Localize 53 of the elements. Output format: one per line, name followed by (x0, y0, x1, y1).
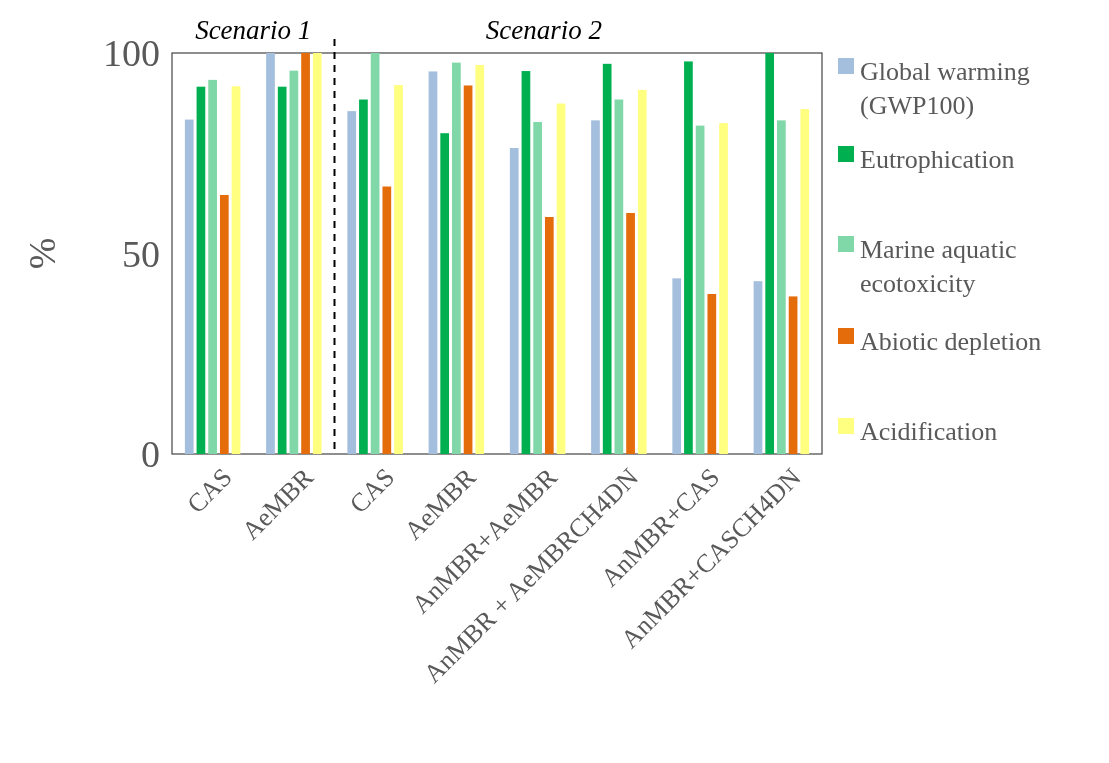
y-tick-label: 100 (103, 32, 160, 75)
bar (347, 111, 357, 454)
bar (614, 99, 624, 454)
legend-label: Global warming (GWP100) (860, 56, 1030, 120)
bar (277, 86, 287, 454)
bar (208, 79, 217, 454)
bar (219, 194, 229, 454)
legend-label: Abiotic depletion (860, 326, 1042, 356)
bar (544, 217, 554, 454)
bar (556, 103, 566, 454)
text: Scenario 1 (195, 15, 312, 45)
bar (231, 86, 241, 454)
bar (684, 61, 693, 454)
y-axis-title: % (21, 237, 64, 270)
bar (440, 133, 450, 454)
legend-label: Acidification (860, 416, 998, 446)
x-tick-label: CAS (181, 462, 238, 519)
bar (196, 86, 206, 454)
legend-label: Marine aquatic ecotoxicity (860, 234, 1017, 298)
x-tick-label: CAS (343, 462, 401, 519)
bar (533, 121, 542, 454)
y-tick-label: 0 (141, 433, 160, 476)
legend-label: Eutrophication (860, 144, 1015, 174)
bar (428, 71, 438, 454)
bar (719, 123, 728, 454)
bar (184, 119, 194, 454)
bar (626, 213, 635, 454)
bar (591, 120, 600, 454)
text: Scenario 2 (485, 15, 603, 45)
bar (359, 99, 368, 454)
bar (637, 89, 647, 454)
bar (289, 70, 299, 454)
bar (602, 63, 612, 454)
bar (521, 71, 531, 454)
bar (266, 53, 275, 454)
bar (370, 53, 380, 454)
bar (765, 53, 775, 454)
bar (753, 281, 763, 454)
bar (707, 294, 717, 454)
y-tick-label: 50 (122, 232, 160, 275)
bar (382, 186, 392, 454)
bar (788, 296, 798, 454)
bar (463, 85, 473, 454)
bar (695, 125, 705, 454)
bar (312, 53, 322, 454)
bar (800, 109, 810, 454)
bar (475, 65, 485, 454)
bar (672, 278, 682, 454)
bar (394, 85, 403, 454)
bar (301, 53, 310, 454)
bar (452, 62, 461, 454)
bar (777, 120, 786, 454)
bar (509, 148, 519, 454)
